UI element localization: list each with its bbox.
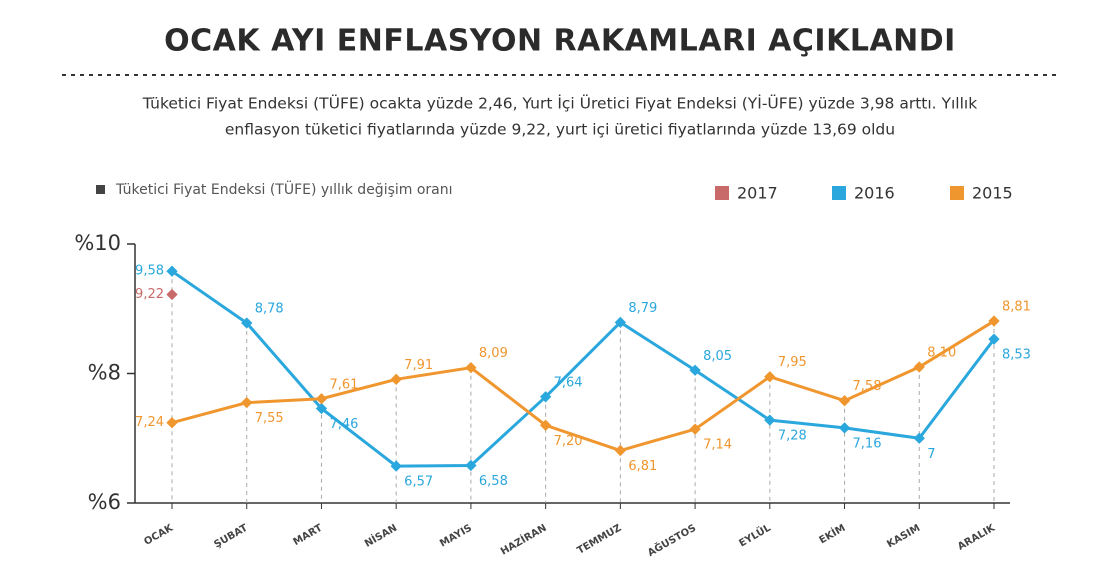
x-tick-label: ŞUBAT (212, 523, 249, 551)
x-tick-label: MART (291, 523, 324, 548)
value-label: 7,55 (255, 411, 284, 426)
value-label: 7,91 (404, 358, 433, 373)
value-label: 8,81 (1002, 300, 1031, 315)
point (241, 317, 253, 329)
point (166, 265, 178, 277)
point (764, 414, 776, 426)
point (838, 395, 851, 407)
point (465, 459, 477, 472)
x-tick-label: OCAK (142, 522, 176, 548)
value-label: 7,20 (554, 434, 583, 449)
value-label: 7,24 (135, 415, 164, 430)
value-label: 7,28 (778, 429, 807, 444)
point (913, 361, 925, 373)
y-tick-label: %6 (88, 490, 121, 514)
series-line (171, 319, 995, 453)
value-label: 9,58 (135, 264, 164, 279)
y-tick-label: %10 (74, 231, 121, 255)
x-tick-label: MAYIS (438, 523, 474, 550)
value-label: 8,10 (927, 346, 956, 361)
value-label: 7,64 (554, 375, 583, 390)
point (764, 371, 776, 383)
legend-label: 2016 (854, 184, 895, 203)
point (315, 393, 328, 405)
point (465, 362, 477, 374)
point (241, 396, 253, 409)
value-label: 7,58 (853, 379, 882, 394)
value-label: 7,46 (329, 417, 358, 432)
legend-swatch (950, 186, 964, 200)
value-label: 7,16 (853, 436, 882, 451)
note-marker (96, 185, 105, 194)
point (166, 288, 178, 301)
point (614, 316, 627, 329)
point (838, 422, 851, 434)
value-label: 6,57 (404, 475, 433, 490)
series-line (171, 269, 996, 468)
value-label: 8,78 (255, 301, 284, 316)
legend-label: 2015 (972, 184, 1013, 203)
point (689, 423, 701, 435)
y-tick-label: %8 (88, 361, 121, 385)
subtitle: Tüketici Fiyat Endeksi (TÜFE) ocakta yüz… (142, 94, 977, 113)
x-tick-label: TEMMUZ (575, 523, 623, 557)
value-label: 6,81 (628, 459, 657, 474)
value-label: 7 (927, 447, 935, 462)
x-tick-label: EYLÜL (736, 520, 773, 550)
value-label: 9,22 (135, 287, 164, 302)
point (988, 333, 1000, 345)
value-label: 8,53 (1002, 348, 1031, 363)
point (539, 419, 552, 431)
point (614, 444, 627, 457)
point (315, 402, 328, 415)
note: Tüketici Fiyat Endeksi (TÜFE) yıllık değ… (115, 180, 453, 198)
value-label: 7,61 (329, 377, 358, 392)
chart-title: OCAK AYI ENFLASYON RAKAMLARI AÇIKLANDI (164, 24, 956, 59)
point (539, 391, 552, 403)
legend-label: 2017 (737, 184, 778, 203)
value-label: 8,09 (479, 346, 508, 361)
point (166, 417, 178, 429)
x-tick-label: NİSAN (362, 520, 400, 550)
point (988, 315, 1000, 327)
x-tick-label: KASIM (885, 523, 922, 551)
x-tick-label: ARALIK (956, 522, 998, 553)
legend-swatch (715, 186, 729, 200)
x-tick-label: HAZİRAN (498, 520, 549, 558)
value-label: 8,05 (703, 349, 732, 364)
subtitle: enflasyon tüketici fiyatlarında yüzde 9,… (225, 121, 895, 139)
value-label: 6,58 (479, 474, 508, 489)
point (689, 364, 701, 376)
point (390, 460, 402, 472)
value-label: 7,95 (778, 355, 807, 370)
legend-swatch (832, 186, 846, 200)
x-tick-label: EKİM (816, 520, 848, 546)
value-label: 8,79 (628, 301, 657, 316)
x-tick-label: AĞUSTOS (645, 521, 698, 559)
point (390, 373, 402, 385)
point (913, 432, 925, 444)
value-label: 7,14 (703, 438, 732, 453)
